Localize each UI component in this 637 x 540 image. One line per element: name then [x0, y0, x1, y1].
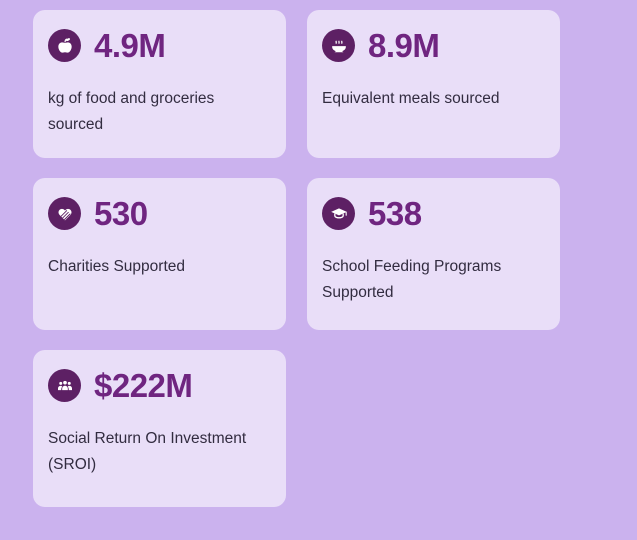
stat-card-food-sourced: 4.9M kg of food and groceries sourced	[33, 10, 286, 158]
stats-grid: 4.9M kg of food and groceries sourced 8.…	[33, 10, 560, 507]
stat-label: Social Return On Investment (SROI)	[48, 430, 247, 473]
stat-label: School Feeding Programs Supported	[322, 258, 502, 301]
apple-icon	[48, 29, 81, 62]
stat-value: 538	[368, 195, 422, 232]
meal-bowl-icon	[322, 29, 355, 62]
stat-value: 4.9M	[94, 27, 166, 64]
stat-value: $222M	[94, 367, 193, 404]
people-group-icon	[48, 369, 81, 402]
stat-label: Equivalent meals sourced	[322, 90, 500, 107]
stat-value: 530	[94, 195, 148, 232]
stat-head: $222M	[48, 369, 266, 402]
stat-card-school-feeding-programs: 538 School Feeding Programs Supported	[307, 178, 560, 330]
stat-head: 8.9M	[322, 29, 540, 62]
heart-in-hand-icon	[48, 197, 81, 230]
stat-card-equivalent-meals: 8.9M Equivalent meals sourced	[307, 10, 560, 158]
stat-card-charities-supported: 530 Charities Supported	[33, 178, 286, 330]
stat-label: kg of food and groceries sourced	[48, 90, 215, 133]
stat-head: 530	[48, 197, 266, 230]
stat-value: 8.9M	[368, 27, 440, 64]
stat-head: 538	[322, 197, 540, 230]
stat-card-sroi: $222M Social Return On Investment (SROI)	[33, 350, 286, 507]
stat-label: Charities Supported	[48, 258, 185, 275]
stat-head: 4.9M	[48, 29, 266, 62]
graduation-cap-icon	[322, 197, 355, 230]
